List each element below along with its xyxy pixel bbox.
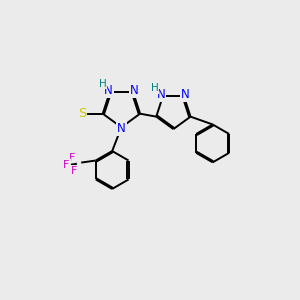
Text: S: S (78, 107, 86, 120)
Text: N: N (181, 88, 190, 101)
Text: N: N (130, 84, 139, 97)
Text: N: N (117, 122, 126, 135)
Text: N: N (157, 88, 166, 101)
Text: N: N (104, 84, 113, 97)
Text: F: F (63, 160, 70, 170)
Text: H: H (99, 79, 106, 88)
Text: F: F (69, 152, 75, 163)
Text: F: F (70, 167, 77, 176)
Text: H: H (151, 83, 159, 93)
